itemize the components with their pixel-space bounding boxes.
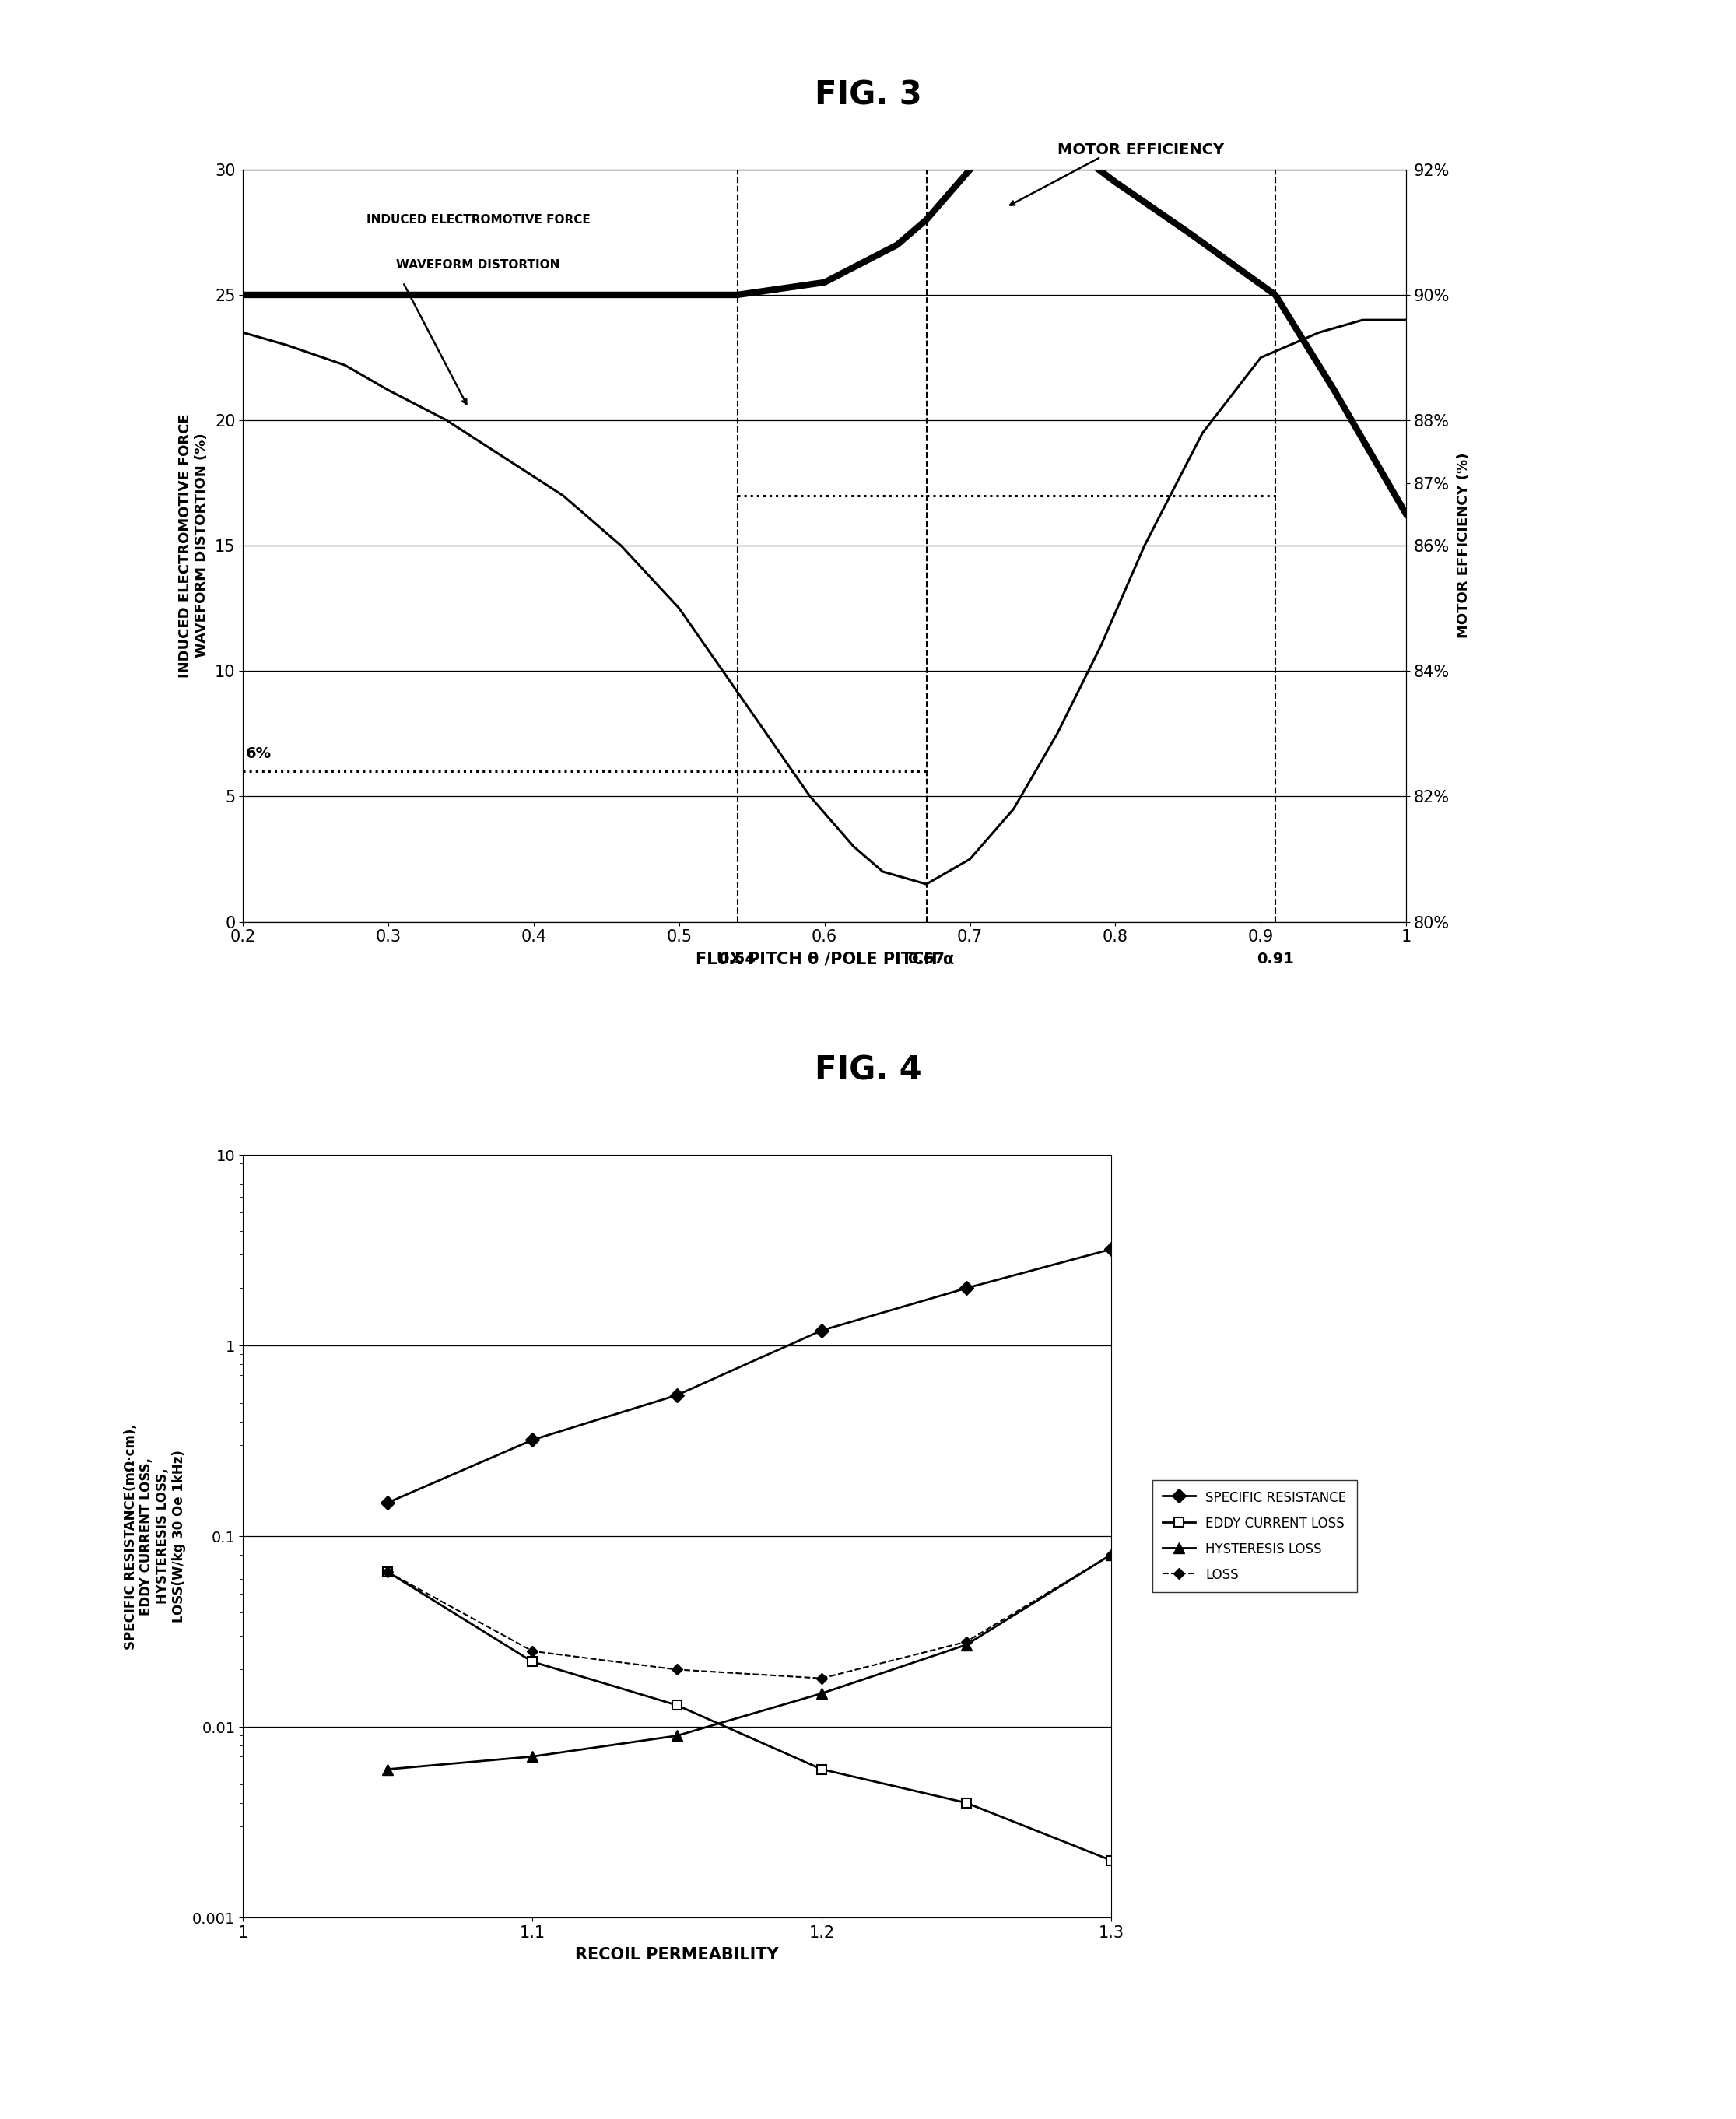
SPECIFIC RESISTANCE [811, 1318, 832, 1343]
LOSS [957, 1630, 977, 1655]
Line: SPECIFIC RESISTANCE: SPECIFIC RESISTANCE [384, 1244, 1116, 1507]
Text: 6%: 6% [247, 746, 273, 761]
EDDY CURRENT LOSS [377, 1560, 398, 1585]
HYSTERESIS LOSS [667, 1723, 687, 1748]
Text: MOTOR EFFICIENCY: MOTOR EFFICIENCY [1057, 142, 1224, 157]
SPECIFIC RESISTANCE [1101, 1237, 1121, 1263]
HYSTERESIS LOSS [957, 1632, 977, 1657]
Text: 0.54: 0.54 [719, 951, 757, 966]
SPECIFIC RESISTANCE [523, 1428, 543, 1454]
SPECIFIC RESISTANCE [377, 1490, 398, 1515]
Text: 0.67: 0.67 [908, 951, 944, 966]
HYSTERESIS LOSS [811, 1680, 832, 1706]
Line: LOSS: LOSS [384, 1551, 1115, 1682]
Text: WAVEFORM DISTORTION: WAVEFORM DISTORTION [396, 259, 559, 271]
Line: EDDY CURRENT LOSS: EDDY CURRENT LOSS [384, 1568, 1116, 1865]
SPECIFIC RESISTANCE [957, 1276, 977, 1301]
Legend: SPECIFIC RESISTANCE, EDDY CURRENT LOSS, HYSTERESIS LOSS, LOSS: SPECIFIC RESISTANCE, EDDY CURRENT LOSS, … [1153, 1479, 1358, 1593]
EDDY CURRENT LOSS [811, 1757, 832, 1782]
LOSS [523, 1638, 543, 1663]
HYSTERESIS LOSS [523, 1744, 543, 1769]
EDDY CURRENT LOSS [523, 1649, 543, 1674]
Y-axis label: SPECIFIC RESISTANCE(mΩ·cm),
EDDY CURRENT LOSS,
HYSTERESIS LOSS,
LOSS(W/kg 30 Oe : SPECIFIC RESISTANCE(mΩ·cm), EDDY CURRENT… [123, 1424, 186, 1649]
EDDY CURRENT LOSS [957, 1791, 977, 1816]
EDDY CURRENT LOSS [1101, 1848, 1121, 1873]
Y-axis label: MOTOR EFFICIENCY (%): MOTOR EFFICIENCY (%) [1457, 453, 1470, 638]
Text: FIG. 3: FIG. 3 [814, 78, 922, 112]
Text: 0.91: 0.91 [1257, 951, 1293, 966]
X-axis label: RECOIL PERMEABILITY: RECOIL PERMEABILITY [575, 1947, 779, 1962]
LOSS [811, 1666, 832, 1691]
Text: INDUCED ELECTROMOTIVE FORCE: INDUCED ELECTROMOTIVE FORCE [366, 214, 590, 225]
Line: HYSTERESIS LOSS: HYSTERESIS LOSS [382, 1549, 1116, 1776]
LOSS [1101, 1543, 1121, 1568]
X-axis label: FLUX PITCH θ /POLE PITCH α: FLUX PITCH θ /POLE PITCH α [696, 951, 953, 966]
LOSS [667, 1657, 687, 1682]
HYSTERESIS LOSS [1101, 1543, 1121, 1568]
HYSTERESIS LOSS [377, 1757, 398, 1782]
Y-axis label: INDUCED ELECTROMOTIVE FORCE
WAVEFORM DISTORTION (%): INDUCED ELECTROMOTIVE FORCE WAVEFORM DIS… [179, 413, 208, 678]
EDDY CURRENT LOSS [667, 1693, 687, 1719]
SPECIFIC RESISTANCE [667, 1382, 687, 1407]
Text: FIG. 4: FIG. 4 [814, 1053, 922, 1087]
LOSS [377, 1560, 398, 1585]
